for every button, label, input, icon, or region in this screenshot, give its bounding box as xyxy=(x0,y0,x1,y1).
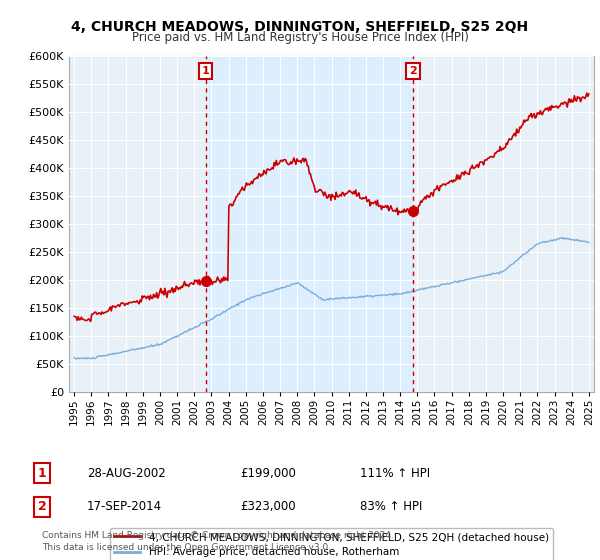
Text: Price paid vs. HM Land Registry's House Price Index (HPI): Price paid vs. HM Land Registry's House … xyxy=(131,31,469,44)
Text: 1: 1 xyxy=(202,66,209,76)
Text: 17-SEP-2014: 17-SEP-2014 xyxy=(87,500,162,514)
Text: 2: 2 xyxy=(38,500,46,514)
Text: £323,000: £323,000 xyxy=(240,500,296,514)
Text: 111% ↑ HPI: 111% ↑ HPI xyxy=(360,466,430,480)
Text: £199,000: £199,000 xyxy=(240,466,296,480)
Bar xyxy=(206,56,413,392)
Text: 2: 2 xyxy=(409,66,417,76)
Legend: 4, CHURCH MEADOWS, DINNINGTON, SHEFFIELD, S25 2QH (detached house), HPI: Average: 4, CHURCH MEADOWS, DINNINGTON, SHEFFIELD… xyxy=(110,528,553,560)
Text: 28-AUG-2002: 28-AUG-2002 xyxy=(87,466,166,480)
Text: 1: 1 xyxy=(38,466,46,480)
Text: This data is licensed under the Open Government Licence v3.0.: This data is licensed under the Open Gov… xyxy=(42,543,331,552)
Text: 83% ↑ HPI: 83% ↑ HPI xyxy=(360,500,422,514)
Text: Contains HM Land Registry data © Crown copyright and database right 2024.: Contains HM Land Registry data © Crown c… xyxy=(42,531,394,540)
Text: 4, CHURCH MEADOWS, DINNINGTON, SHEFFIELD, S25 2QH: 4, CHURCH MEADOWS, DINNINGTON, SHEFFIELD… xyxy=(71,20,529,34)
